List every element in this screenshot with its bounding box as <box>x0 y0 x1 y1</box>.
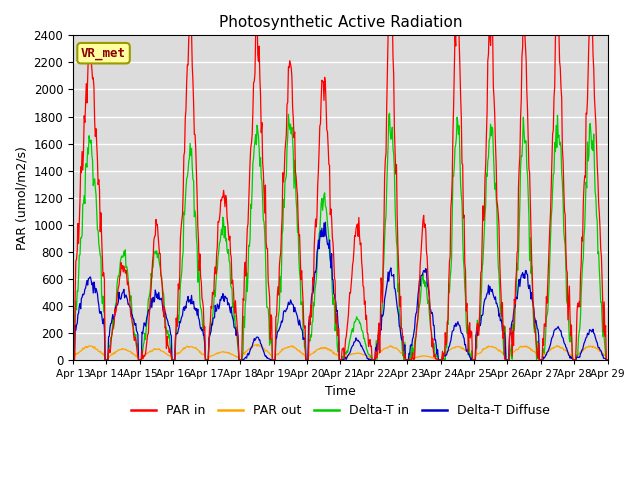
X-axis label: Time: Time <box>325 384 356 397</box>
Legend: PAR in, PAR out, Delta-T in, Delta-T Diffuse: PAR in, PAR out, Delta-T in, Delta-T Dif… <box>126 399 554 422</box>
Text: VR_met: VR_met <box>81 47 126 60</box>
Y-axis label: PAR (umol/m2/s): PAR (umol/m2/s) <box>15 146 28 250</box>
Title: Photosynthetic Active Radiation: Photosynthetic Active Radiation <box>219 15 462 30</box>
